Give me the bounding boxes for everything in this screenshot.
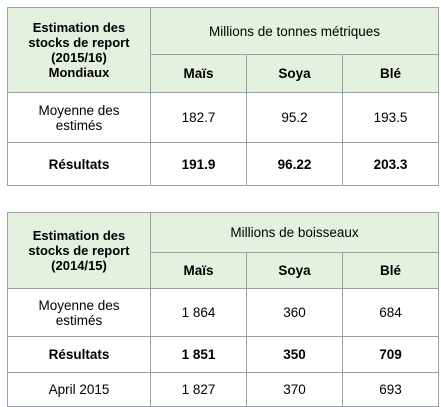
value-cell: 693 <box>342 372 439 407</box>
column-header-corn: Maïs <box>150 252 247 289</box>
row-label: Moyenne des estimés <box>7 92 151 143</box>
unit-header: Millions de boisseaux <box>150 212 439 253</box>
carryover-table-2015-16: Estimation des stocks de report (2015/16… <box>7 7 440 186</box>
table-title: Estimation des stocks de report (2015/16… <box>7 7 151 93</box>
value-cell: 203.3 <box>341 142 440 186</box>
table-row: Moyenne des estimés 182.7 95.2 193.5 <box>7 92 440 143</box>
table-title: Estimation des stocks de report (2014/15… <box>7 212 151 289</box>
row-label: Résultats <box>7 142 151 186</box>
row-label: Résultats <box>7 336 151 373</box>
label-line: Moyenne des <box>38 102 120 118</box>
title-line: Estimation des <box>32 20 126 35</box>
carryover-table-2014-15: Estimation des stocks de report (2014/15… <box>7 212 439 407</box>
value-cell: 96.22 <box>246 142 343 186</box>
title-line: (2014/15) <box>51 258 107 273</box>
column-header-wheat: Blé <box>341 54 440 93</box>
value-cell: 1 864 <box>150 288 247 337</box>
table-row: Résultats 191.9 96.22 203.3 <box>7 142 440 186</box>
unit-header: Millions de tonnes métriques <box>149 7 440 55</box>
value-cell: 684 <box>342 288 439 337</box>
title-line: stocks de report <box>28 243 130 258</box>
row-label: Moyenne des estimés <box>7 288 151 337</box>
value-cell: 95.2 <box>246 92 343 143</box>
value-cell: 191.9 <box>150 142 247 186</box>
value-cell: 370 <box>246 372 343 407</box>
column-header-wheat: Blé <box>342 252 439 289</box>
value-cell: 709 <box>342 336 439 373</box>
column-header-corn: Maïs <box>150 54 247 93</box>
value-cell: 360 <box>246 288 343 337</box>
label-line: Moyenne des <box>38 297 120 313</box>
table-row: Moyenne des estimés 1 864 360 684 <box>7 288 439 337</box>
label-line: estimés <box>55 312 103 328</box>
title-line: Estimation des <box>32 228 126 243</box>
value-cell: 193.5 <box>341 92 440 143</box>
row-label: April 2015 <box>7 372 151 407</box>
value-cell: 1 851 <box>150 336 247 373</box>
value-cell: 350 <box>246 336 343 373</box>
title-line: Mondiaux <box>48 65 110 80</box>
column-header-soy: Soya <box>246 54 343 93</box>
table-row: Résultats 1 851 350 709 <box>7 336 439 373</box>
column-header-soy: Soya <box>246 252 343 289</box>
title-line: stocks de report <box>28 35 130 50</box>
table-row: April 2015 1 827 370 693 <box>7 372 439 407</box>
value-cell: 1 827 <box>150 372 247 407</box>
value-cell: 182.7 <box>150 92 247 143</box>
label-line: estimés <box>55 117 103 133</box>
title-line: (2015/16) <box>51 50 107 65</box>
